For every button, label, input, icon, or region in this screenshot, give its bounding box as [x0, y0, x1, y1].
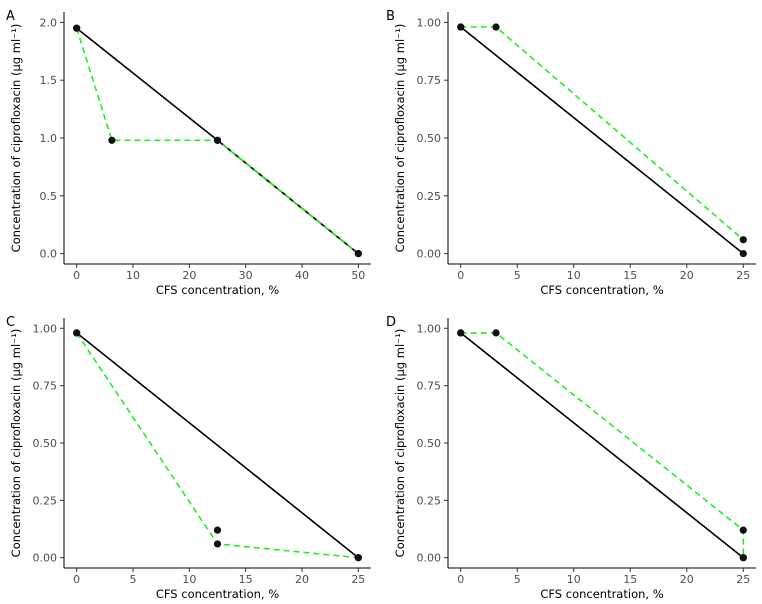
data-point [492, 23, 500, 31]
y-tick-label: 0.0 [40, 248, 58, 261]
panel-a: A 0 10 20 30 40 50 0.0 0.5 1.0 1.5 2.0 CFS concentra… [6, 9, 371, 297]
y-tick-label: 0.50 [417, 437, 442, 450]
y-tick-label: 0.00 [417, 552, 442, 565]
data-point [354, 554, 362, 562]
series-line-observed [460, 332, 745, 558]
data-point [213, 136, 222, 144]
y-tick-label: 1.00 [417, 16, 442, 29]
y-tick-label: 0.75 [417, 380, 442, 393]
x-tick-label: 10 [126, 269, 140, 282]
x-tick-label: 5 [130, 573, 137, 586]
x-tick-label: 5 [514, 269, 521, 282]
panel-c: C 0 5 10 15 20 25 0.00 0.25 0.50 0.75 1.00 CFS conce… [6, 315, 371, 601]
x-tick-label: 20 [295, 573, 309, 586]
series-line-observed [75, 27, 359, 255]
panel-label: B [386, 9, 395, 24]
data-point [457, 329, 465, 337]
data-point [108, 136, 116, 144]
y-tick-label: 0.75 [417, 74, 442, 87]
x-tick-label: 10 [182, 573, 196, 586]
x-tick-label: 30 [239, 269, 253, 282]
y-axis-title: Concentration of ciprofloxacin (µg ml⁻¹) [393, 329, 407, 558]
data-point [354, 249, 362, 258]
x-tick-label: 20 [182, 269, 196, 282]
y-tick-label: 0.75 [33, 380, 58, 393]
y-tick-label: 1.0 [40, 132, 58, 145]
y-tick-label: 0.00 [33, 552, 58, 565]
y-tick-label: 1.00 [417, 322, 442, 335]
x-axis-title: CFS concentration, % [540, 283, 663, 297]
y-axis-title: Concentration of ciprofloxacin (µg ml⁻¹) [9, 24, 23, 253]
y-tick-label: 0.50 [33, 437, 58, 450]
data-point [457, 23, 465, 31]
x-tick-label: 0 [457, 269, 464, 282]
y-axis-title: Concentration of ciprofloxacin (µg ml⁻¹) [9, 329, 23, 558]
x-tick-label: 15 [239, 573, 253, 586]
y-axis-title: Concentration of ciprofloxacin (µg ml⁻¹) [393, 24, 407, 253]
panel-d: D 0 5 10 15 20 25 0.00 0.25 0.50 0.75 1.00 CFS conce… [386, 315, 756, 601]
series-line-observed [460, 26, 744, 241]
y-tick-label: 1.00 [33, 322, 58, 335]
x-tick-label: 15 [623, 269, 637, 282]
y-tick-label: 0.00 [417, 248, 442, 261]
x-axis-title: CFS concentration, % [156, 283, 279, 297]
x-tick-label: 10 [567, 573, 581, 586]
panel-label: D [386, 315, 396, 330]
x-tick-label: 25 [736, 573, 750, 586]
y-tick-label: 2.0 [40, 16, 58, 29]
series-line-reference [76, 332, 359, 559]
x-tick-label: 20 [680, 573, 694, 586]
series-line-reference [460, 332, 744, 559]
data-point [213, 540, 222, 548]
data-point [739, 236, 747, 244]
panel-b: B 0 5 10 15 20 25 0.00 0.25 0.50 0.75 1.00 CFS conce… [386, 9, 756, 297]
x-tick-label: 20 [680, 269, 694, 282]
x-axis-title: CFS concentration, % [540, 587, 663, 601]
series-line-reference [460, 26, 744, 255]
data-point [73, 24, 81, 32]
data-point [73, 329, 81, 337]
data-point [739, 526, 747, 534]
data-point [213, 526, 222, 534]
x-tick-label: 40 [295, 269, 309, 282]
x-tick-label: 0 [73, 573, 80, 586]
y-tick-label: 0.25 [417, 494, 442, 507]
x-tick-label: 5 [514, 573, 521, 586]
x-tick-label: 15 [623, 573, 637, 586]
data-point [492, 329, 500, 337]
y-tick-label: 0.25 [417, 190, 442, 203]
data-point [739, 554, 747, 562]
y-tick-label: 0.25 [33, 494, 58, 507]
y-tick-label: 1.5 [40, 74, 58, 87]
y-tick-label: 0.5 [40, 190, 58, 203]
data-point [739, 249, 747, 258]
y-tick-label: 0.50 [417, 132, 442, 145]
x-tick-label: 10 [567, 269, 581, 282]
x-tick-label: 0 [457, 573, 464, 586]
x-tick-label: 50 [351, 269, 365, 282]
x-axis-title: CFS concentration, % [156, 587, 279, 601]
x-tick-label: 25 [736, 269, 750, 282]
panel-label: A [6, 9, 15, 24]
x-tick-label: 25 [351, 573, 365, 586]
panel-label: C [6, 315, 15, 330]
x-tick-label: 0 [73, 269, 80, 282]
